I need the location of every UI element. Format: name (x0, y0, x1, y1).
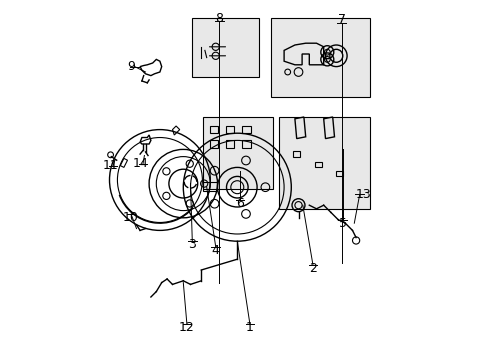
Text: 4: 4 (211, 244, 219, 257)
Bar (242, 126, 250, 133)
Bar (203, 182, 217, 191)
Text: 7: 7 (337, 13, 345, 26)
Bar (292, 151, 300, 157)
Bar (203, 117, 273, 189)
Bar (271, 18, 370, 97)
Bar (278, 117, 370, 209)
Text: 9: 9 (127, 60, 135, 73)
Text: 12: 12 (179, 321, 194, 334)
Text: 10: 10 (123, 211, 139, 224)
Bar (242, 140, 250, 148)
Bar (225, 140, 234, 148)
Text: 11: 11 (102, 159, 118, 172)
Text: 3: 3 (188, 238, 196, 251)
Text: 6: 6 (236, 197, 244, 210)
Bar (225, 126, 234, 133)
Text: 13: 13 (355, 188, 370, 201)
Text: 1: 1 (245, 321, 253, 334)
Bar (209, 140, 218, 148)
Text: 2: 2 (308, 262, 316, 275)
Bar (314, 162, 321, 167)
Text: 5: 5 (338, 217, 346, 230)
Bar (336, 171, 343, 176)
Bar (209, 126, 218, 133)
Bar (192, 18, 258, 77)
Text: 14: 14 (132, 157, 148, 170)
Text: 8: 8 (215, 12, 223, 24)
